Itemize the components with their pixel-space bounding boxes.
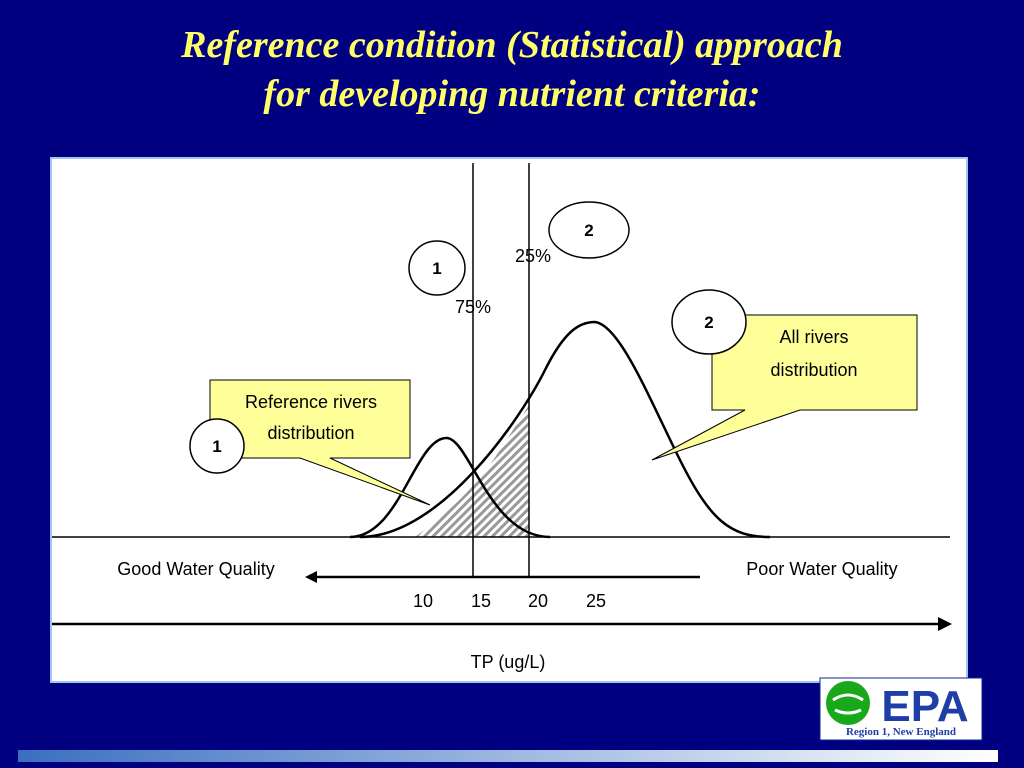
tick-label: 20: [528, 591, 548, 611]
callout-text: distribution: [267, 423, 354, 443]
quality-arrow-head: [305, 571, 317, 583]
title-line: Reference condition (Statistical) approa…: [180, 24, 843, 66]
x-axis-head: [938, 617, 952, 631]
quality-label: Good Water Quality: [117, 559, 274, 579]
marker-number: 1: [212, 437, 221, 456]
all-rivers-curve: [359, 320, 771, 539]
percentile-label: 25%: [515, 246, 551, 266]
callout-text: distribution: [770, 360, 857, 380]
logo-name: EPA: [881, 682, 968, 731]
tick-label: 15: [471, 591, 491, 611]
title-line: for developing nutrient criteria:: [263, 73, 760, 115]
marker-circle: [548, 201, 630, 259]
marker-circle: [671, 289, 747, 355]
footer-bar: [18, 750, 998, 762]
percentile-label: 75%: [455, 297, 491, 317]
reference-curve: [349, 436, 551, 539]
quality-label: Poor Water Quality: [746, 559, 897, 579]
overlap-hatch: [415, 405, 529, 537]
tick-label: 25: [586, 591, 606, 611]
marker-number: 2: [584, 221, 593, 240]
marker-number: 1: [432, 259, 441, 278]
marker-number: 2: [704, 313, 713, 332]
logo-region: Region 1, New England: [846, 726, 956, 738]
marker-circle: [189, 418, 245, 474]
tick-label: 10: [413, 591, 433, 611]
diagram-panel: [50, 157, 968, 683]
callout-text: All rivers: [779, 327, 848, 347]
marker-circle: [408, 240, 466, 296]
x-axis-label: TP (ug/L): [471, 652, 546, 672]
logo-icon: [826, 681, 870, 725]
logo-icon-mark: [832, 693, 864, 715]
callout-text: Reference rivers: [245, 392, 377, 412]
